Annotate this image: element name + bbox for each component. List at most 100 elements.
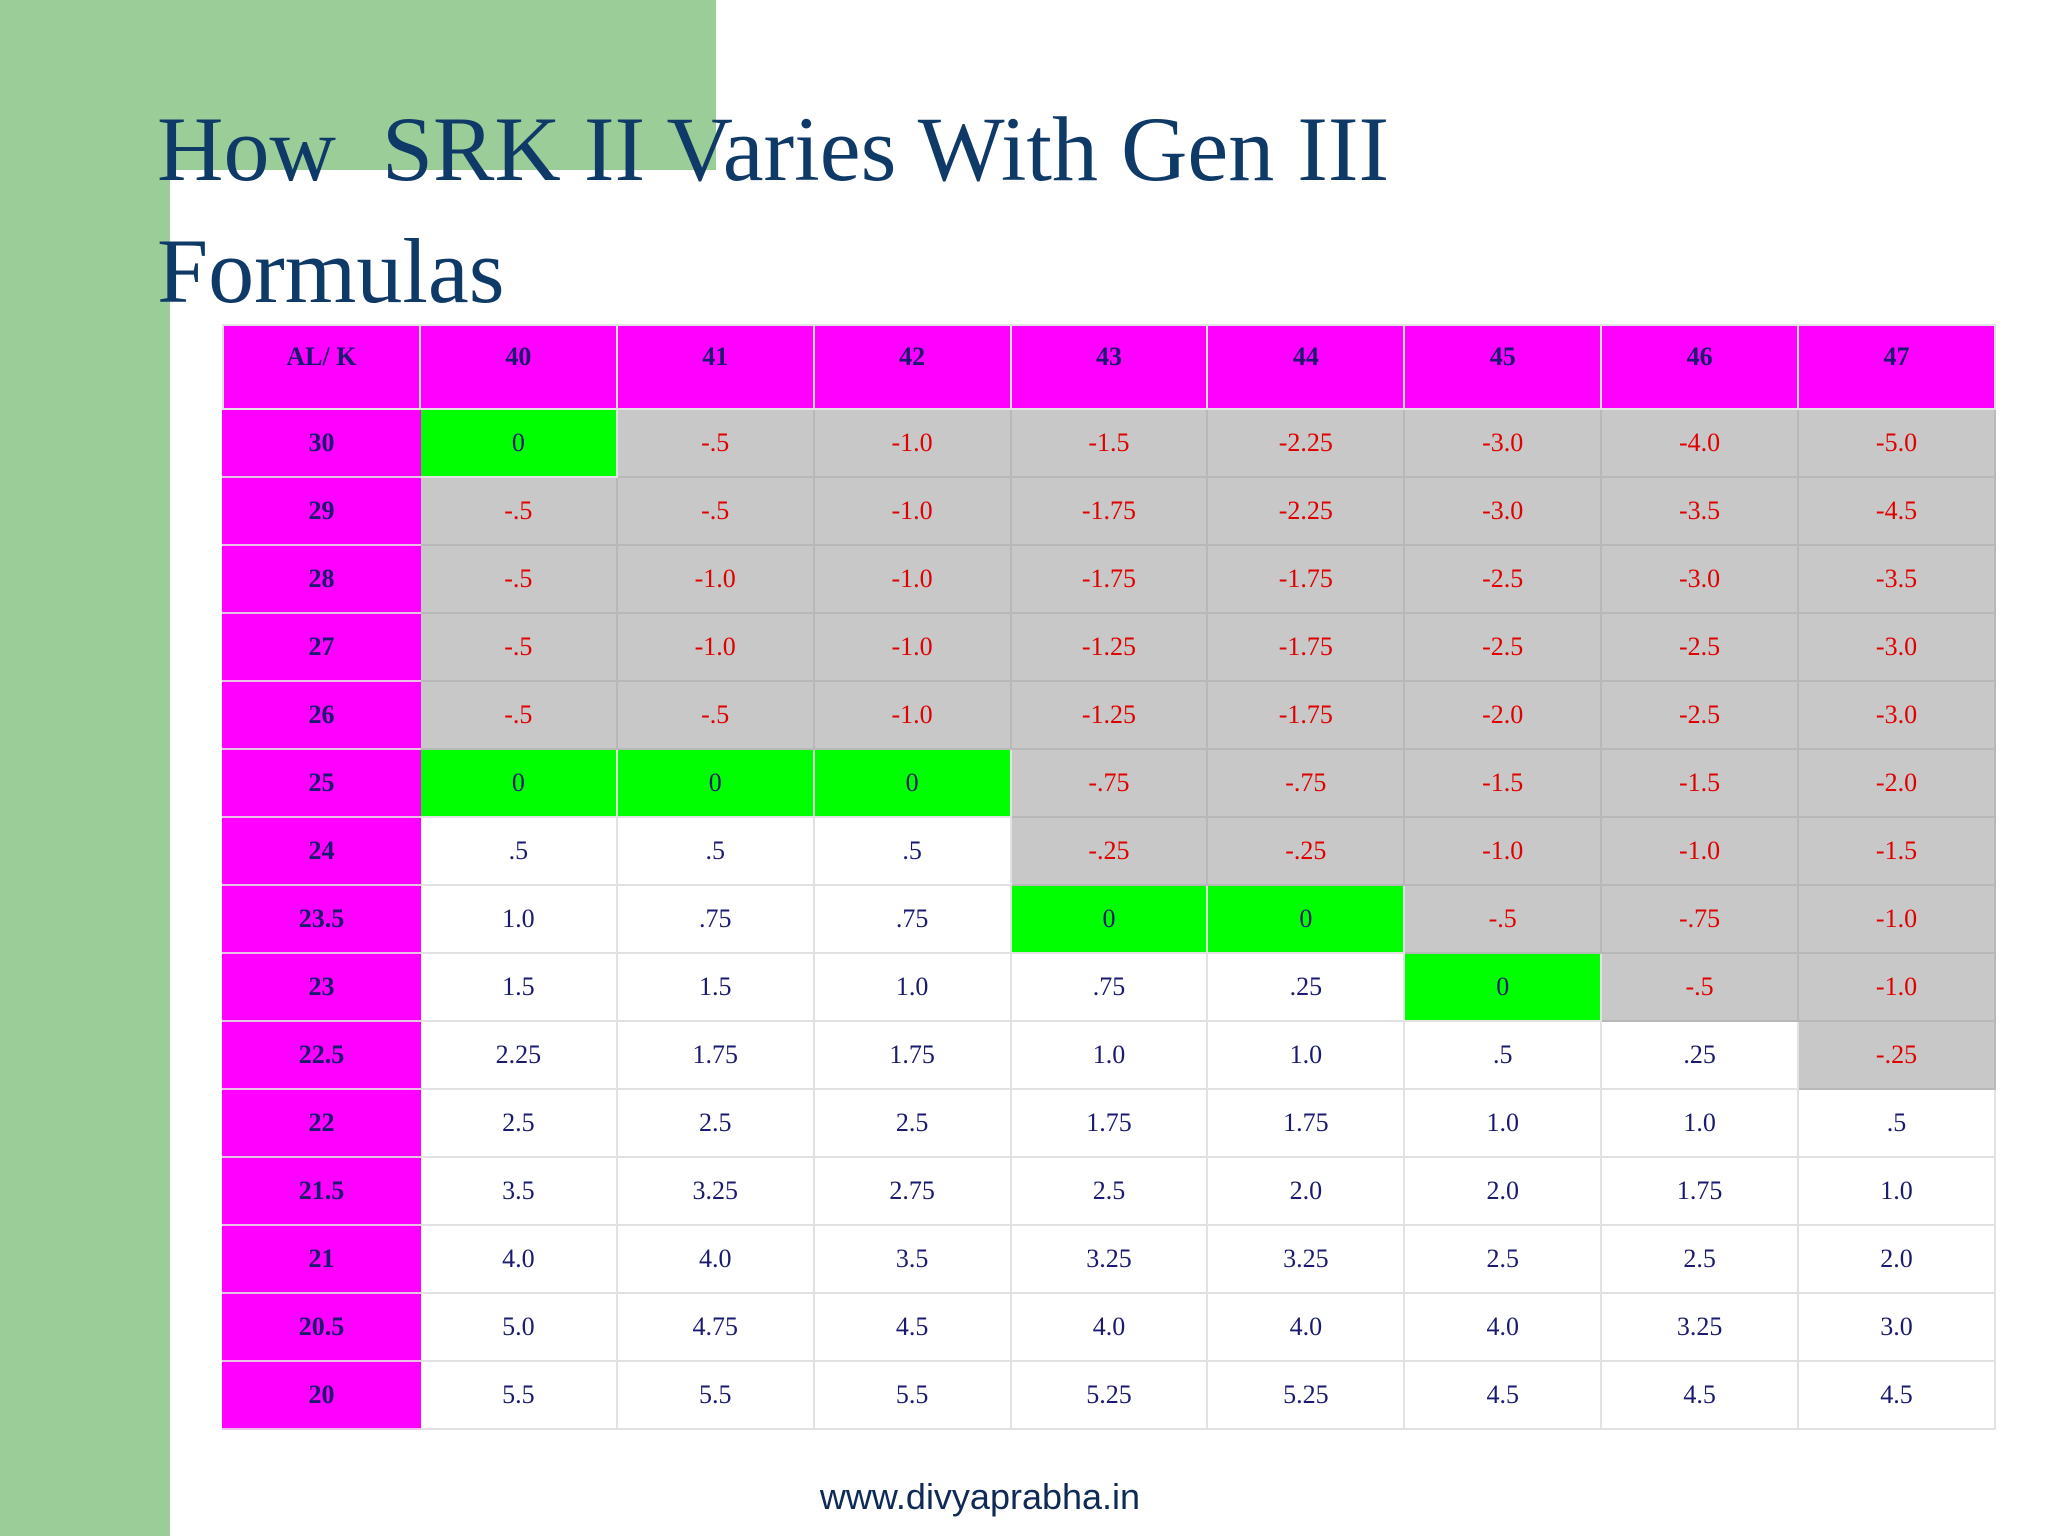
value-cell: 2.5 bbox=[1403, 1224, 1603, 1294]
header-cell: 42 bbox=[812, 324, 1012, 410]
value-cell: -.5 bbox=[418, 612, 618, 682]
value-cell: -1.25 bbox=[1009, 680, 1209, 750]
srk-table: AL/ K 40 41 42 43 44 45 46 47 30 0 -.5 -1.0 -1.5 -2.25… bbox=[222, 324, 1996, 1430]
table-row: 29 -.5 -.5 -1.0 -1.75 -2.25 -3.0 -3.5 -4.5 bbox=[222, 476, 1996, 546]
table-row: 22.5 2.25 1.75 1.75 1.0 1.0.5.25 -.25 bbox=[222, 1020, 1996, 1090]
value-cell: 4.0 bbox=[1206, 1292, 1406, 1362]
value-cell: -3.0 bbox=[1797, 680, 1996, 750]
value-cell: 1.75 bbox=[1009, 1088, 1209, 1158]
value-cell: -1.0 bbox=[1403, 816, 1603, 886]
value-cell: 1.0 bbox=[1206, 1020, 1406, 1090]
value-cell: -5.0 bbox=[1797, 408, 1996, 478]
value-cell: 2.0 bbox=[1797, 1224, 1996, 1294]
value-cell: .5 bbox=[1797, 1088, 1996, 1158]
value-cell: -.5 bbox=[1403, 884, 1603, 954]
value-cell: 2.75 bbox=[812, 1156, 1012, 1226]
value-cell: 1.5 bbox=[418, 952, 618, 1022]
row-label: 26 bbox=[222, 680, 421, 750]
value-cell: 1.5 bbox=[615, 952, 815, 1022]
value-cell: -1.75 bbox=[1206, 680, 1406, 750]
row-label: 30 bbox=[222, 408, 421, 478]
value-cell: 3.25 bbox=[615, 1156, 815, 1226]
value-cell: -1.25 bbox=[1009, 612, 1209, 682]
value-cell: -1.75 bbox=[1009, 544, 1209, 614]
value-cell: -.5 bbox=[418, 476, 618, 546]
table-row: 21.5 3.5 3.25 2.75 2.5 2.0 2.0 1.75 1.0 bbox=[222, 1156, 1996, 1226]
row-label: 27 bbox=[222, 612, 421, 682]
value-cell: 4.75 bbox=[615, 1292, 815, 1362]
value-cell: -2.0 bbox=[1403, 680, 1603, 750]
value-cell: -3.5 bbox=[1797, 544, 1996, 614]
value-cell: -.5 bbox=[1600, 952, 1799, 1022]
value-cell: .25 bbox=[1600, 1020, 1799, 1090]
value-cell: 5.25 bbox=[1206, 1360, 1406, 1430]
value-cell: 1.0 bbox=[812, 952, 1012, 1022]
table-row: 22 2.5 2.5 2.5 1.75 1.75 1.0 1.0.5 bbox=[222, 1088, 1996, 1158]
value-cell: -1.5 bbox=[1797, 816, 1996, 886]
value-cell: -1.0 bbox=[615, 544, 815, 614]
header-cell: 41 bbox=[615, 324, 815, 410]
value-cell: 4.0 bbox=[1403, 1292, 1603, 1362]
header-cell: 46 bbox=[1600, 324, 1799, 410]
value-cell: -1.75 bbox=[1206, 544, 1406, 614]
value-cell: 2.25 bbox=[418, 1020, 618, 1090]
value-cell: -2.0 bbox=[1797, 748, 1996, 818]
row-label: 28 bbox=[222, 544, 421, 614]
value-cell: 4.5 bbox=[1797, 1360, 1996, 1430]
value-cell: -1.0 bbox=[812, 476, 1012, 546]
value-cell: 2.5 bbox=[1600, 1224, 1799, 1294]
table-row: 23 1.5 1.5 1.0.75.25 0 -.5 -1.0 bbox=[222, 952, 1996, 1022]
header-cell: AL/ K bbox=[222, 324, 421, 410]
value-cell: 1.0 bbox=[1600, 1088, 1799, 1158]
value-cell: 5.5 bbox=[812, 1360, 1012, 1430]
value-cell: 3.25 bbox=[1206, 1224, 1406, 1294]
value-cell: 1.75 bbox=[812, 1020, 1012, 1090]
value-cell: -1.0 bbox=[615, 612, 815, 682]
green-bar bbox=[0, 0, 170, 1536]
value-cell: 1.0 bbox=[1797, 1156, 1996, 1226]
value-cell: -2.25 bbox=[1206, 408, 1406, 478]
value-cell: -4.0 bbox=[1600, 408, 1799, 478]
value-cell: 0 bbox=[1403, 952, 1603, 1022]
value-cell: 3.5 bbox=[812, 1224, 1012, 1294]
table-row: 27 -.5 -1.0 -1.0 -1.25 -1.75 -2.5 -2.5 -3.0 bbox=[222, 612, 1996, 682]
value-cell: -.5 bbox=[615, 408, 815, 478]
table-row: 20 5.5 5.5 5.5 5.25 5.25 4.5 4.5 4.5 bbox=[222, 1360, 1996, 1430]
value-cell: -1.0 bbox=[812, 544, 1012, 614]
row-label: 22 bbox=[222, 1088, 421, 1158]
row-label: 22.5 bbox=[222, 1020, 421, 1090]
green-band bbox=[0, 0, 716, 170]
value-cell: 4.5 bbox=[1600, 1360, 1799, 1430]
value-cell: -1.75 bbox=[1206, 612, 1406, 682]
table-row: 24.5.5.5 -.25 -.25 -1.0 -1.0 -1.5 bbox=[222, 816, 1996, 886]
value-cell: 2.5 bbox=[418, 1088, 618, 1158]
value-cell: 1.0 bbox=[418, 884, 618, 954]
value-cell: -3.5 bbox=[1600, 476, 1799, 546]
value-cell: -.75 bbox=[1206, 748, 1406, 818]
value-cell: -1.0 bbox=[1797, 884, 1996, 954]
value-cell: -1.75 bbox=[1009, 476, 1209, 546]
table-row: 28 -.5 -1.0 -1.0 -1.75 -1.75 -2.5 -3.0 -3.5 bbox=[222, 544, 1996, 614]
value-cell: 1.75 bbox=[615, 1020, 815, 1090]
value-cell: -1.0 bbox=[812, 612, 1012, 682]
value-cell: -4.5 bbox=[1797, 476, 1996, 546]
value-cell: -1.5 bbox=[1009, 408, 1209, 478]
slide-title: How SRK II Varies With Gen III Formulas bbox=[157, 98, 1413, 322]
table-row: 25 0 0 0 -.75 -.75 -1.5 -1.5 -2.0 bbox=[222, 748, 1996, 818]
value-cell: .75 bbox=[812, 884, 1012, 954]
value-cell: 1.0 bbox=[1403, 1088, 1603, 1158]
header-cell: 45 bbox=[1403, 324, 1603, 410]
value-cell: .5 bbox=[418, 816, 618, 886]
value-cell: 1.75 bbox=[1206, 1088, 1406, 1158]
row-label: 21.5 bbox=[222, 1156, 421, 1226]
value-cell: -1.0 bbox=[1797, 952, 1996, 1022]
value-cell: 1.75 bbox=[1600, 1156, 1799, 1226]
value-cell: 0 bbox=[1206, 884, 1406, 954]
row-label: 29 bbox=[222, 476, 421, 546]
value-cell: -.25 bbox=[1206, 816, 1406, 886]
value-cell: 5.5 bbox=[615, 1360, 815, 1430]
value-cell: .5 bbox=[1403, 1020, 1603, 1090]
value-cell: 0 bbox=[1009, 884, 1209, 954]
row-label: 23.5 bbox=[222, 884, 421, 954]
